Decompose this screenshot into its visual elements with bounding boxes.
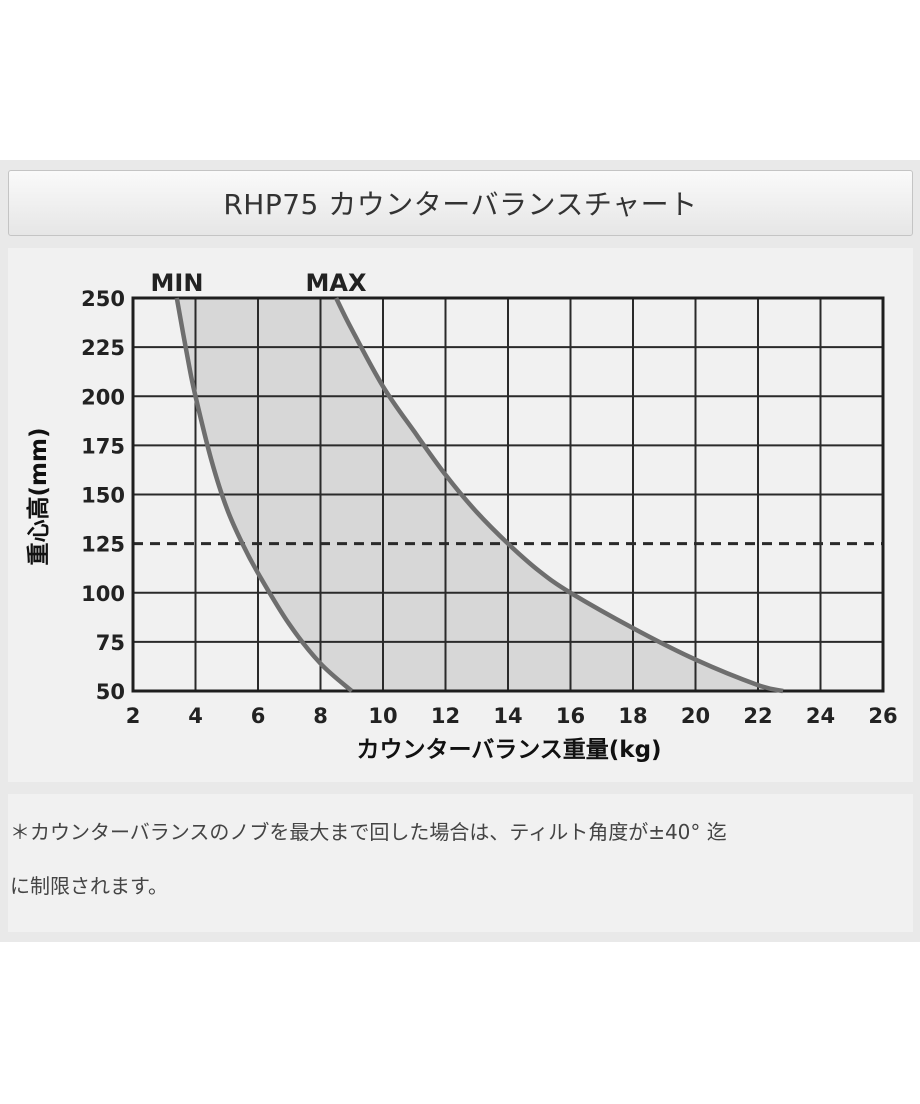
min-curve [174,297,354,693]
chart-title-bar: RHP75 カウンターバランスチャート [8,170,913,236]
y-tick-label: 125 [81,533,125,557]
chart-title: RHP75 カウンターバランスチャート [223,188,698,221]
x-axis-title: カウンターバランス重量(kg) [356,737,661,763]
x-tick-label: 6 [251,704,266,728]
x-tick-label: 26 [868,704,897,728]
x-tick-label: 2 [126,704,141,728]
x-tick-label: 24 [806,704,835,728]
note-text-line-1: ＊カウンターバランスのノブを最大まで回した場合は、ティルト角度が±40° 迄 [10,820,727,844]
y-tick-label: 150 [81,484,125,508]
x-tick-label: 12 [431,704,460,728]
y-tick-label: 225 [81,336,125,360]
x-tick-label: 20 [681,704,710,728]
y-tick-label: 75 [96,631,125,655]
note-box: ＊カウンターバランスのノブを最大まで回した場合は、ティルト角度が±40° 迄 に… [8,794,913,932]
min-curve-label: MIN [151,269,204,297]
x-tick-label: 4 [188,704,203,728]
x-tick-label: 8 [313,704,328,728]
x-tick-label: 18 [618,704,647,728]
chart-area: MIN MAX 2 4 6 8 10 12 14 16 18 20 22 24 26 50 75 100 125 15… [8,248,913,782]
y-tick-label: 100 [81,582,125,606]
note-text-line-2: に制限されます。 [10,874,168,898]
max-curve [334,296,784,694]
y-tick-label: 50 [96,680,125,704]
x-tick-label: 10 [368,704,397,728]
plot-frame [131,296,885,693]
x-tick-label: 16 [556,704,585,728]
x-tick-label: 14 [493,704,522,728]
y-tick-label: 200 [81,385,125,409]
y-tick-label: 175 [81,434,125,458]
x-tick-label: 22 [743,704,772,728]
max-curve-label: MAX [306,269,367,297]
y-tick-label: 250 [81,287,125,311]
y-axis-title: 重心高(mm) [25,428,52,566]
